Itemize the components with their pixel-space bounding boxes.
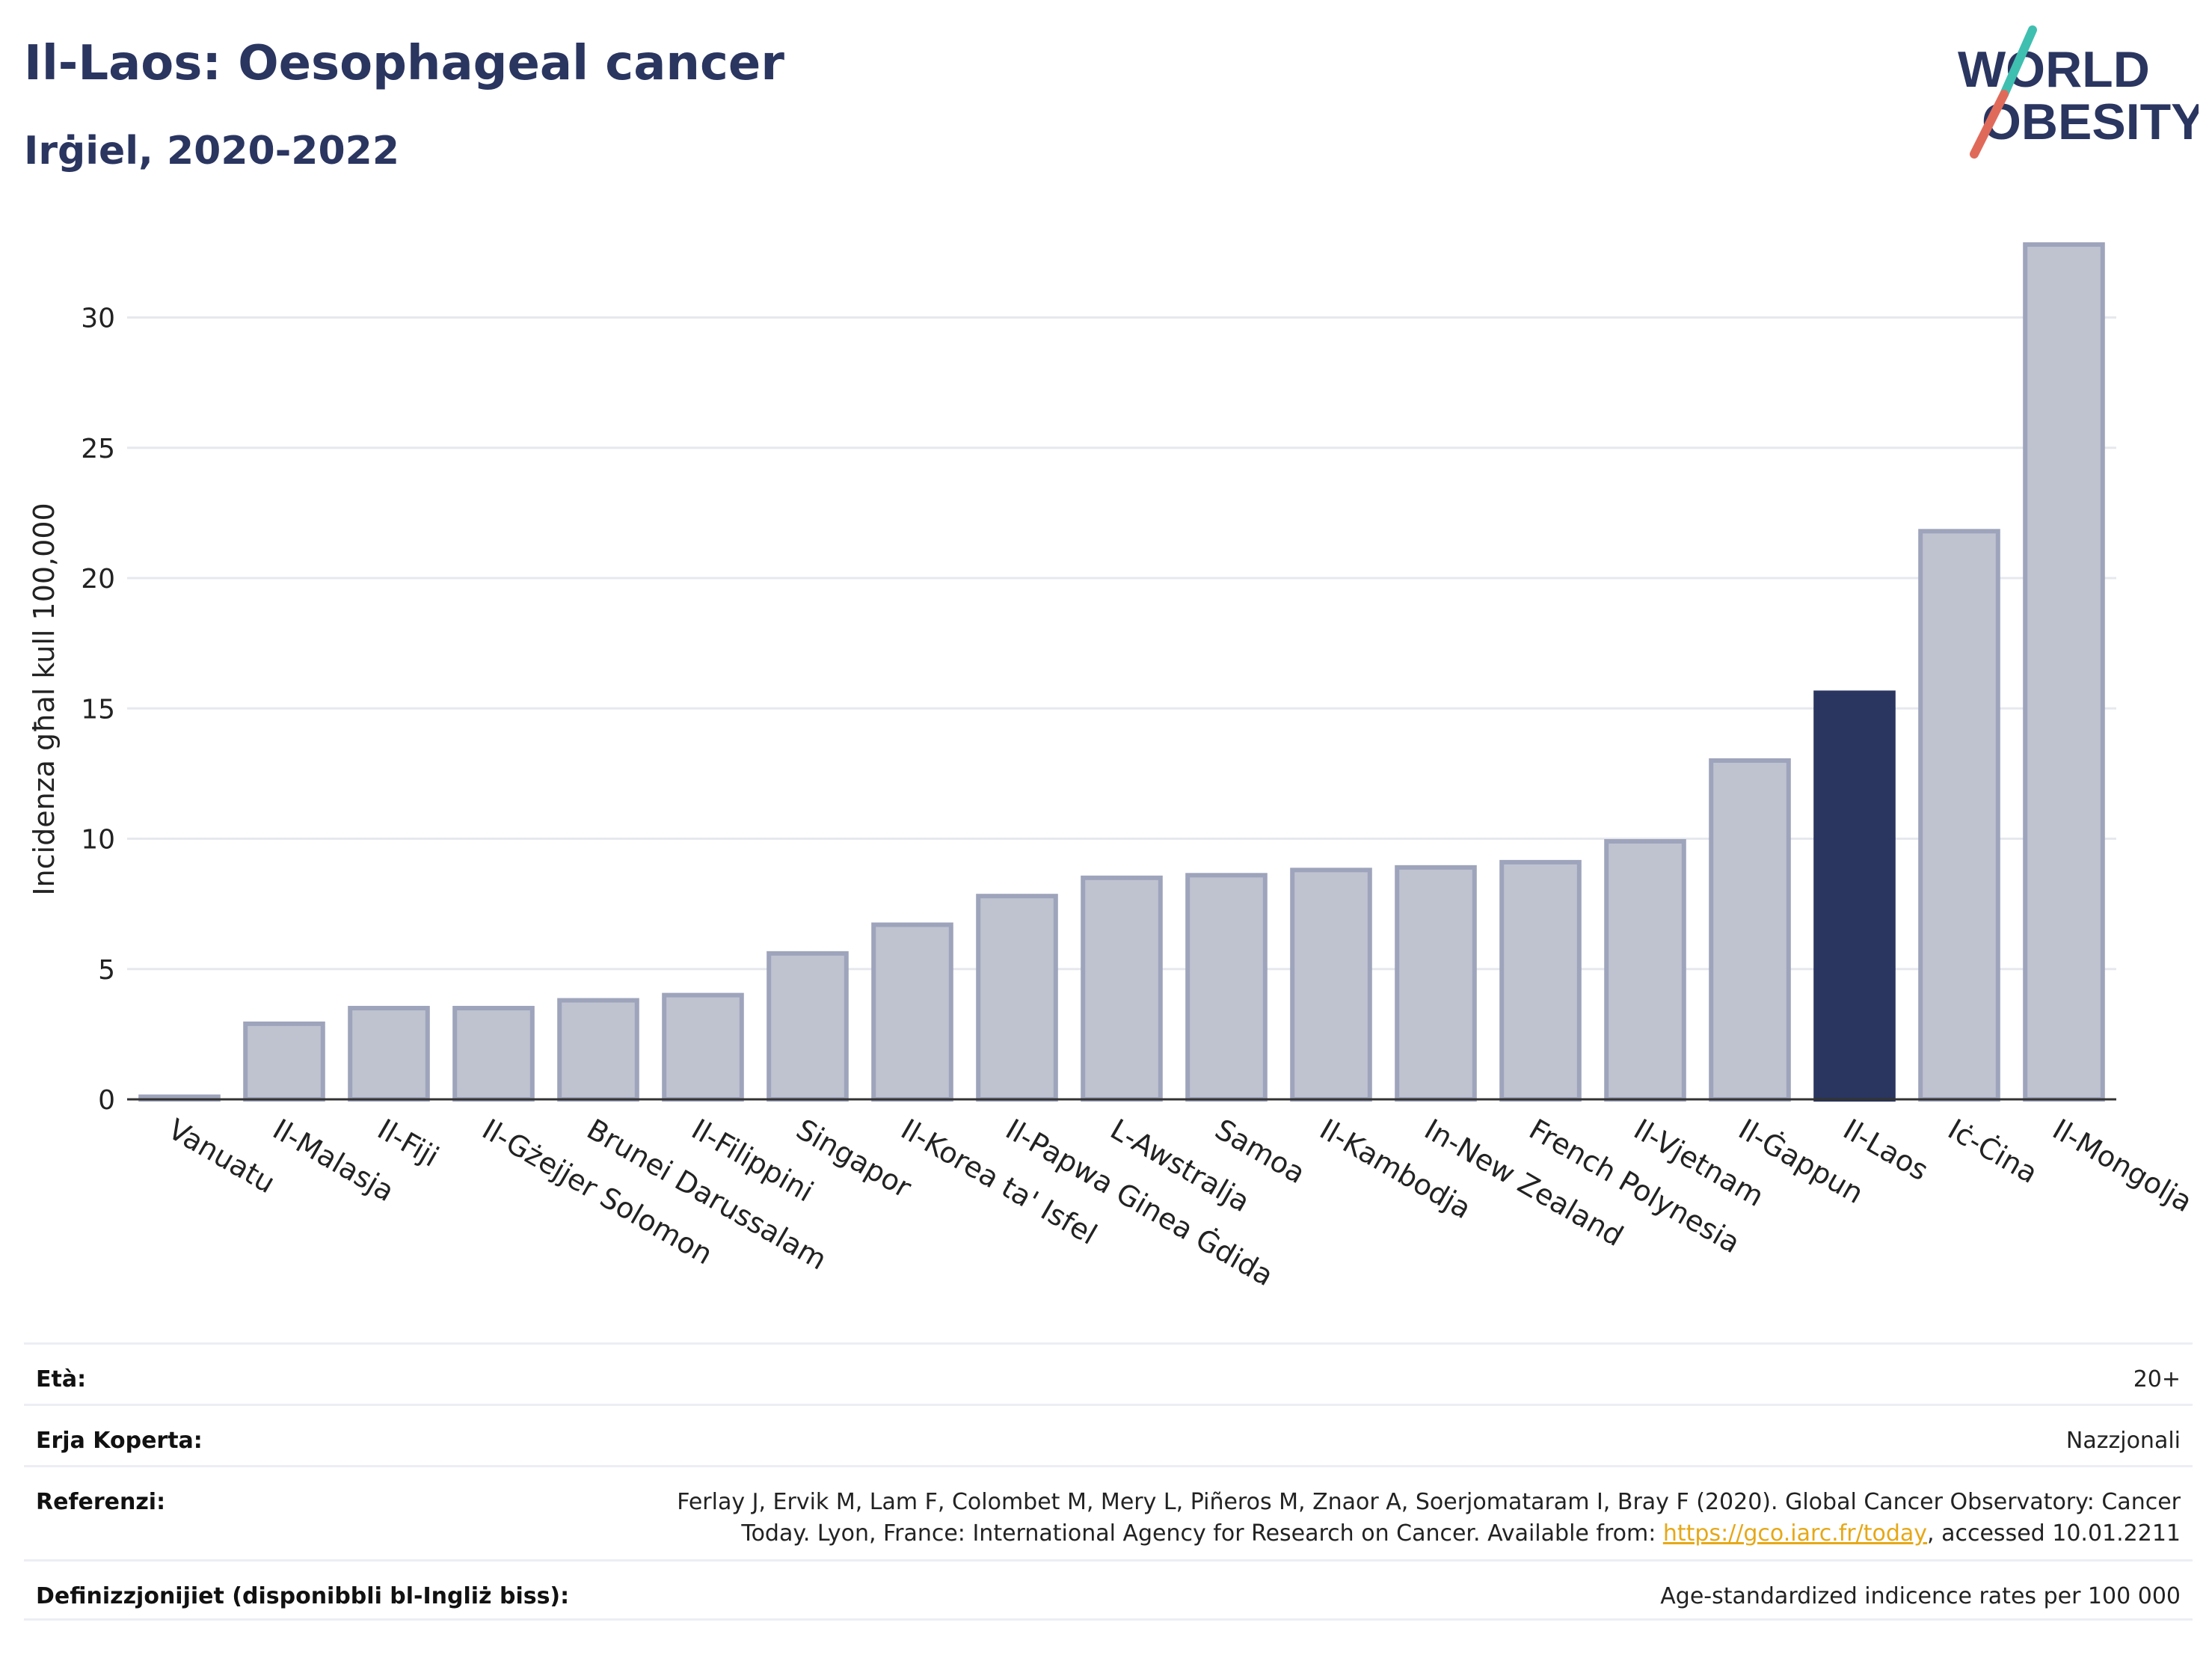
bar-singapor: [766, 951, 849, 1102]
logo-line2: OBESITY: [1982, 93, 2199, 150]
y-tick-label: 15: [81, 694, 115, 725]
x-tick-label: Il-Fiji: [372, 1113, 445, 1173]
x-tick-label: Iċ-Ċina: [1943, 1113, 2044, 1190]
metadata-table: Età: 20+ Erja Koperta: Nazzjonali Refere…: [24, 1342, 2193, 1621]
meta-value-age: 20+: [2133, 1366, 2181, 1393]
meta-row-age: Età: 20+: [24, 1342, 2193, 1404]
y-tick-label: 20: [81, 564, 115, 595]
y-tick-label: 5: [98, 955, 115, 986]
meta-value-references: Ferlay J, Ervik M, Lam F, Colombet M, Me…: [677, 1487, 2181, 1550]
world-obesity-logo: WORLD OBESITY: [1958, 25, 2199, 159]
bar-il-vjetnam: [1604, 839, 1686, 1102]
y-axis-ticks: 0 5 10 15 20 25 30: [81, 304, 115, 1116]
y-tick-label: 10: [81, 825, 115, 856]
logo-slash-teal: [2000, 25, 2037, 99]
meta-label-area: Erja Koperta:: [36, 1428, 203, 1454]
meta-row-references: Referenzi: Ferlay J, Ervik M, Lam F, Col…: [24, 1465, 2193, 1559]
meta-label-definitions: Definizzjonijiet (disponibbli bl-Ingliż …: [36, 1583, 570, 1609]
page-subtitle: Irġiel, 2020-2022: [24, 129, 400, 174]
x-tick-label: Vanuatu: [163, 1113, 281, 1200]
bar-il-filippini: [662, 992, 744, 1102]
reference-text-line3: , accessed 10.01.2211: [1927, 1520, 2181, 1547]
x-tick-label: Il-Mongolja: [2047, 1113, 2199, 1219]
bar-french-polynesia: [1499, 859, 1582, 1102]
y-axis-label: Incidenza għal kull 100,000: [28, 503, 61, 895]
meta-row-definitions: Definizzjonijiet (disponibbli bl-Ingliż …: [24, 1559, 2193, 1621]
bars: [138, 242, 2105, 1102]
y-tick-label: 30: [81, 304, 115, 334]
meta-label-references: Referenzi:: [36, 1489, 166, 1515]
reference-text-line1: Ferlay J, Ervik M, Lam F, Colombet M, Me…: [677, 1489, 2181, 1515]
bar-il-appun: [1709, 758, 1791, 1102]
meta-row-area: Erja Koperta: Nazzjonali: [24, 1404, 2193, 1465]
reference-link[interactable]: https://gco.iarc.fr/today: [1662, 1520, 1928, 1547]
bar-il-korea-ta-isfel: [871, 922, 953, 1102]
bar-il-mongolja: [2023, 242, 2105, 1102]
meta-value-area: Nazzjonali: [2065, 1428, 2181, 1454]
bar-il-fiji: [348, 1006, 430, 1102]
meta-label-age: Età:: [36, 1366, 87, 1393]
bar-brunei-darussalam: [557, 998, 639, 1102]
y-tick-label: 25: [81, 434, 115, 464]
logo-slash-red: [1970, 90, 2009, 159]
bar-il-laos: [1813, 690, 1896, 1102]
bar-in-new-zealand: [1395, 865, 1477, 1102]
meta-value-definitions: Age-standardized indicence rates per 100…: [1660, 1583, 2181, 1609]
y-tick-label: 0: [98, 1085, 115, 1116]
bar-il-g-ejjer-solomon: [452, 1006, 535, 1102]
bar-il-kambodja: [1290, 868, 1372, 1102]
bar-il-papwa-ginea-dida: [976, 894, 1058, 1102]
logo-line1: WORLD: [1958, 41, 2150, 98]
bar-i-ina: [1918, 529, 2000, 1102]
bar-il-malasja: [243, 1021, 325, 1102]
reference-text-line2: Today. Lyon, France: International Agenc…: [741, 1520, 1663, 1547]
bar-l-awstralja: [1081, 875, 1163, 1102]
page-title: Il-Laos: Oesophageal cancer: [24, 36, 784, 91]
bar-samoa: [1185, 873, 1268, 1102]
